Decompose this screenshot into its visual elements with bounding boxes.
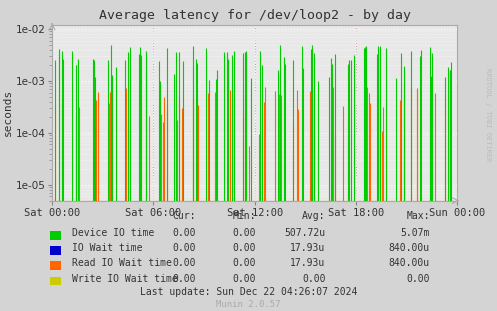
Text: 0.00: 0.00 [173, 258, 196, 268]
Text: 0.00: 0.00 [173, 274, 196, 284]
Text: Min:: Min: [233, 211, 256, 221]
Text: 0.00: 0.00 [233, 228, 256, 238]
Text: Cur:: Cur: [173, 211, 196, 221]
Text: Max:: Max: [407, 211, 430, 221]
Text: 0.00: 0.00 [173, 243, 196, 253]
Text: 0.00: 0.00 [407, 274, 430, 284]
Text: 5.07m: 5.07m [401, 228, 430, 238]
Text: Device IO time: Device IO time [72, 228, 154, 238]
Text: RRDTOOL / TOBI OETIKER: RRDTOOL / TOBI OETIKER [485, 68, 491, 162]
Text: 507.72u: 507.72u [284, 228, 326, 238]
Text: Read IO Wait time: Read IO Wait time [72, 258, 172, 268]
Text: Last update: Sun Dec 22 04:26:07 2024: Last update: Sun Dec 22 04:26:07 2024 [140, 287, 357, 298]
Text: Avg:: Avg: [302, 211, 326, 221]
Text: IO Wait time: IO Wait time [72, 243, 143, 253]
Text: 840.00u: 840.00u [389, 258, 430, 268]
Title: Average latency for /dev/loop2 - by day: Average latency for /dev/loop2 - by day [99, 9, 411, 22]
Text: 0.00: 0.00 [233, 258, 256, 268]
Text: Write IO Wait time: Write IO Wait time [72, 274, 178, 284]
Text: 0.00: 0.00 [173, 228, 196, 238]
Text: Munin 2.0.57: Munin 2.0.57 [216, 300, 281, 309]
Text: 17.93u: 17.93u [290, 243, 326, 253]
Text: 0.00: 0.00 [233, 243, 256, 253]
Text: 17.93u: 17.93u [290, 258, 326, 268]
Text: 0.00: 0.00 [233, 274, 256, 284]
Text: 840.00u: 840.00u [389, 243, 430, 253]
Y-axis label: seconds: seconds [2, 89, 12, 136]
Text: 0.00: 0.00 [302, 274, 326, 284]
